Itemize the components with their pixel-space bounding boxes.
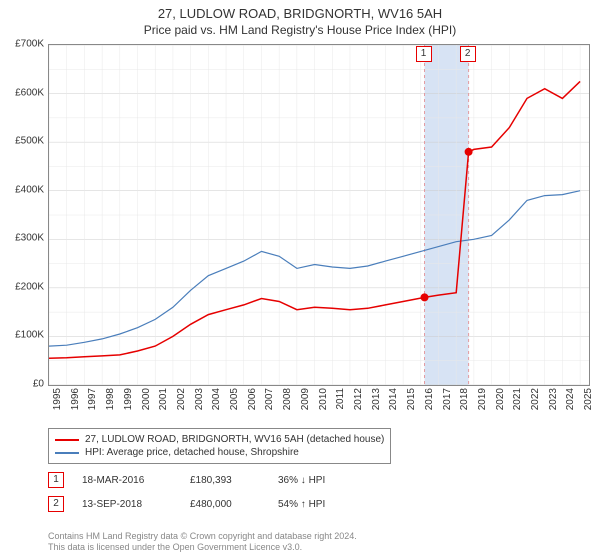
x-tick-label: 2010 [318,388,329,418]
x-tick-label: 2004 [211,388,222,418]
y-tick-label: £300K [4,233,44,244]
sale-badge-2: 2 [48,496,64,512]
y-tick-label: £600K [4,87,44,98]
sale-price-1: £180,393 [190,475,260,486]
footer-line-1: Contains HM Land Registry data © Crown c… [48,531,357,543]
x-tick-label: 2018 [459,388,470,418]
x-tick-label: 2009 [300,388,311,418]
sale-row-2: 2 13-SEP-2018 £480,000 54% ↑ HPI [48,496,325,512]
marker-top-badge: 2 [460,46,476,62]
y-tick-label: £0 [4,379,44,390]
x-tick-label: 2022 [530,388,541,418]
page-title: 27, LUDLOW ROAD, BRIDGNORTH, WV16 5AH [0,0,600,21]
sale-badge-1: 1 [48,472,64,488]
chart-plot-area [48,44,590,386]
sale-price-2: £480,000 [190,499,260,510]
x-tick-label: 2002 [176,388,187,418]
page-subtitle: Price paid vs. HM Land Registry's House … [0,21,600,37]
x-tick-label: 2014 [388,388,399,418]
x-tick-label: 2021 [512,388,523,418]
legend-label-hpi: HPI: Average price, detached house, Shro… [85,447,299,458]
x-tick-label: 2001 [158,388,169,418]
x-tick-label: 2005 [229,388,240,418]
legend-row-price: 27, LUDLOW ROAD, BRIDGNORTH, WV16 5AH (d… [55,433,384,446]
x-tick-label: 1996 [70,388,81,418]
x-tick-label: 2016 [424,388,435,418]
x-tick-label: 2000 [141,388,152,418]
legend-label-price: 27, LUDLOW ROAD, BRIDGNORTH, WV16 5AH (d… [85,434,384,445]
sale-delta-1: 36% ↓ HPI [278,475,325,486]
footer-attribution: Contains HM Land Registry data © Crown c… [48,531,357,554]
x-tick-label: 2008 [282,388,293,418]
x-tick-label: 2024 [565,388,576,418]
chart-container: 27, LUDLOW ROAD, BRIDGNORTH, WV16 5AH Pr… [0,0,600,560]
y-tick-label: £100K [4,330,44,341]
x-tick-label: 1997 [87,388,98,418]
x-tick-label: 2013 [371,388,382,418]
y-tick-label: £200K [4,281,44,292]
x-tick-label: 2017 [442,388,453,418]
x-tick-label: 2007 [264,388,275,418]
x-tick-label: 2015 [406,388,417,418]
sale-date-1: 18-MAR-2016 [82,475,172,486]
x-tick-label: 2003 [194,388,205,418]
y-tick-label: £700K [4,39,44,50]
x-tick-label: 2020 [495,388,506,418]
x-tick-label: 2006 [247,388,258,418]
x-tick-label: 2011 [335,388,346,418]
x-tick-label: 1999 [123,388,134,418]
x-tick-label: 2019 [477,388,488,418]
x-tick-label: 2025 [583,388,594,418]
chart-svg [49,45,589,385]
x-tick-label: 1998 [105,388,116,418]
marker-top-badge: 1 [416,46,432,62]
x-tick-label: 2023 [548,388,559,418]
sale-delta-2: 54% ↑ HPI [278,499,325,510]
sale-row-1: 1 18-MAR-2016 £180,393 36% ↓ HPI [48,472,325,488]
legend-swatch-hpi [55,452,79,454]
y-tick-label: £500K [4,136,44,147]
legend-swatch-price [55,439,79,441]
x-tick-label: 2012 [353,388,364,418]
x-tick-label: 1995 [52,388,63,418]
y-tick-label: £400K [4,184,44,195]
sale-date-2: 13-SEP-2018 [82,499,172,510]
legend: 27, LUDLOW ROAD, BRIDGNORTH, WV16 5AH (d… [48,428,391,464]
legend-row-hpi: HPI: Average price, detached house, Shro… [55,446,384,459]
footer-line-2: This data is licensed under the Open Gov… [48,542,357,554]
